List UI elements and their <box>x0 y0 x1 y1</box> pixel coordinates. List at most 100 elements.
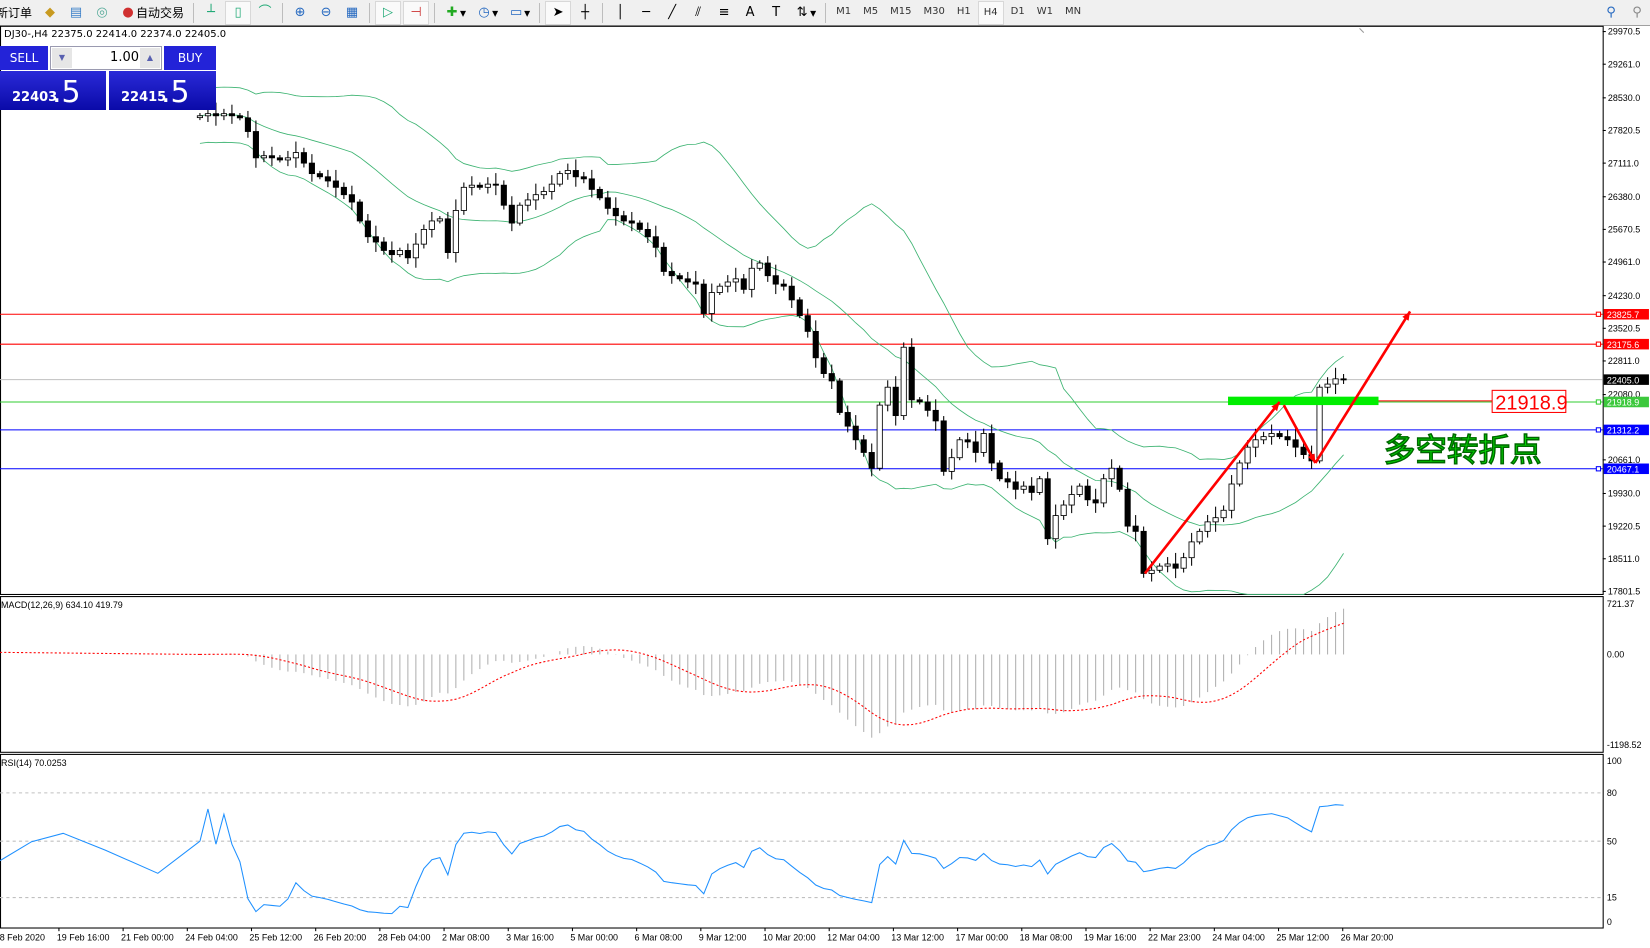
timeframe-m1[interactable]: M1 <box>836 6 852 17</box>
crosshair-icon[interactable]: ┼ <box>581 4 590 20</box>
price-axis-label: 22080.0 <box>1608 390 1640 400</box>
price-label: 21918.9 <box>1495 392 1567 414</box>
signals-icon[interactable]: ◎ <box>96 4 108 20</box>
timeframe-h1[interactable]: H1 <box>956 6 971 17</box>
market-watch-icon[interactable]: ◆ <box>45 4 56 20</box>
lot-stepper[interactable]: ▼ 1.00 ▲ <box>50 46 162 70</box>
periods-icon[interactable]: ◷ ▾ <box>478 4 499 20</box>
one-click-trading-panel: SELL ▼ 1.00 ▲ BUY 22403 .5 22415 .5 <box>0 46 216 110</box>
chart-shift-icon[interactable]: ⊣ <box>403 0 430 25</box>
arrowhead-icon <box>1307 453 1316 463</box>
candle <box>932 409 939 422</box>
sell-price-button[interactable]: 22403 .5 <box>0 71 106 110</box>
time-axis-label: 19 Mar 16:00 <box>1084 933 1137 943</box>
timeframe-m15[interactable]: M15 <box>890 6 912 17</box>
candle <box>1332 378 1339 385</box>
time-axis-label: 28 Feb 04:00 <box>378 933 431 943</box>
templates-icon[interactable]: ▭ ▾ <box>509 4 531 20</box>
candle <box>508 204 515 224</box>
price-axis-label: 22811.0 <box>1608 356 1640 366</box>
candle <box>1052 515 1059 540</box>
candle <box>1124 488 1131 527</box>
price-tag-label: 21312.2 <box>1607 426 1639 436</box>
autotrade-label: 自动交易 <box>136 6 185 20</box>
arrowhead-icon <box>1271 401 1280 412</box>
time-axis-label: 9 Mar 12:00 <box>699 933 747 943</box>
time-axis-label: 6 Mar 08:00 <box>635 933 683 943</box>
candle <box>220 113 227 117</box>
candle <box>1196 530 1203 543</box>
candle <box>1260 436 1267 441</box>
horizontal-line-icon[interactable]: ─ <box>642 4 651 20</box>
candle <box>236 115 243 119</box>
arrows-icon[interactable]: ⇅ ▾ <box>796 4 817 20</box>
cursor-icon[interactable]: ➤ <box>545 0 572 25</box>
candle <box>284 157 291 161</box>
text-label-icon[interactable]: T <box>772 4 781 20</box>
price-tag-label: 21918.9 <box>1607 398 1639 408</box>
buy-price-button[interactable]: 22415 .5 <box>109 71 216 110</box>
candle <box>1188 541 1195 559</box>
candle <box>836 380 843 413</box>
candle <box>620 215 627 222</box>
line-handle <box>1595 427 1602 433</box>
new-order-label: 新订单 <box>0 6 33 20</box>
bar-chart-icon[interactable]: ┴ <box>207 4 215 20</box>
equidistant-channel-icon[interactable]: ⫽ <box>695 4 702 20</box>
candle <box>1140 530 1147 574</box>
tile-windows-icon[interactable]: ▦ <box>345 4 359 20</box>
candle <box>1252 439 1259 448</box>
zoom-in-icon[interactable]: ⊕ <box>294 4 306 20</box>
line-chart-icon[interactable]: ⌒ <box>258 4 272 20</box>
timeframe-d1[interactable]: D1 <box>1010 6 1025 17</box>
candle <box>996 462 1003 480</box>
candle <box>972 441 979 453</box>
timeframe-w1[interactable]: W1 <box>1036 6 1053 17</box>
time-axis-label: 21 Feb 00:00 <box>121 933 174 943</box>
sell-button[interactable]: SELL <box>0 46 48 70</box>
time-axis-label: 5 Mar 00:00 <box>570 933 618 943</box>
auto-scroll-icon[interactable]: ▷ <box>375 0 402 25</box>
candle <box>348 194 355 203</box>
vertical-line-icon[interactable]: │ <box>616 4 625 20</box>
candle <box>940 420 947 472</box>
data-window-icon[interactable]: ▤ <box>69 4 83 20</box>
lot-decrease-icon[interactable]: ▼ <box>52 48 72 68</box>
price-tag <box>1603 374 1649 385</box>
support-resistance-zone <box>1228 396 1379 406</box>
timeframe-mn[interactable]: MN <box>1064 6 1082 17</box>
autotrade-button[interactable]: ● 自动交易 <box>116 2 188 24</box>
candle <box>1108 467 1115 480</box>
candle <box>444 218 451 253</box>
zoom-out-icon[interactable]: ⊖ <box>320 4 332 20</box>
timeframe-h4[interactable]: H4 <box>977 0 1004 25</box>
trendline-icon[interactable]: ╱ <box>668 4 677 20</box>
lot-increase-icon[interactable]: ▲ <box>140 48 160 68</box>
community-icon[interactable]: ⚲ <box>1632 4 1642 20</box>
candlestick-icon[interactable]: ▯ <box>225 0 252 25</box>
timeframe-m5[interactable]: M5 <box>863 6 879 17</box>
price-axis-label: 26380.0 <box>1608 192 1640 202</box>
candle <box>1092 499 1099 504</box>
candle <box>1076 485 1083 495</box>
search-icon[interactable]: ⚲ <box>1606 4 1616 20</box>
candle <box>644 228 651 238</box>
candle <box>428 220 435 230</box>
time-axis-label: 18 Feb 2020 <box>0 933 45 943</box>
sell-price-pip: .5 <box>52 75 81 110</box>
lot-input[interactable]: 1.00 <box>110 50 139 65</box>
fibonacci-icon[interactable]: ≡ <box>718 4 730 20</box>
candle <box>364 220 371 238</box>
rsi-axis-label: 0 <box>1607 917 1612 927</box>
price-axis-label: 18511.0 <box>1608 554 1640 564</box>
time-axis-label: 12 Mar 04:00 <box>827 933 880 943</box>
timeframe-m30[interactable]: M30 <box>923 6 945 17</box>
candle <box>812 330 819 359</box>
trend-arrow <box>1282 404 1317 464</box>
buy-button[interactable]: BUY <box>164 46 216 70</box>
new-order-button[interactable]: 新订单 <box>0 2 36 24</box>
text-icon[interactable]: A <box>745 4 755 20</box>
indicators-icon[interactable]: ✚ ▾ <box>446 4 467 20</box>
candle <box>1228 483 1235 511</box>
